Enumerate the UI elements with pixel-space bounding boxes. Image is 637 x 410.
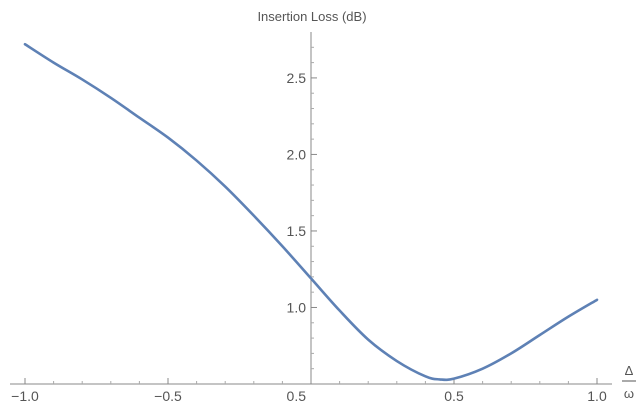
x-tick-label: 0.5 — [444, 388, 464, 404]
y-axis-label: Insertion Loss (dB) — [257, 9, 366, 24]
x-tick-label: −1.0 — [11, 388, 39, 404]
x-tick-label: 1.0 — [587, 388, 607, 404]
x-axis-label-numerator: Δ — [625, 363, 634, 378]
x-axis-label: Δ ω — [622, 363, 636, 401]
y-tick-label: 1.0 — [287, 299, 307, 315]
y-ticks: 0.5 1.0 1.5 2.0 2.5 — [287, 70, 317, 404]
y-tick-label: 1.5 — [287, 223, 307, 239]
series-line — [23, 42, 599, 382]
x-tick-label: −0.5 — [154, 388, 182, 404]
y-tick-label: 0.5 — [287, 388, 307, 404]
minor-ticks — [53, 46, 569, 384]
y-tick-label: 2.0 — [287, 146, 307, 162]
x-axis-label-denominator: ω — [624, 386, 634, 401]
y-tick-label: 2.5 — [287, 70, 307, 86]
x-ticks: −1.0 −0.5 0.5 1.0 — [11, 378, 607, 404]
